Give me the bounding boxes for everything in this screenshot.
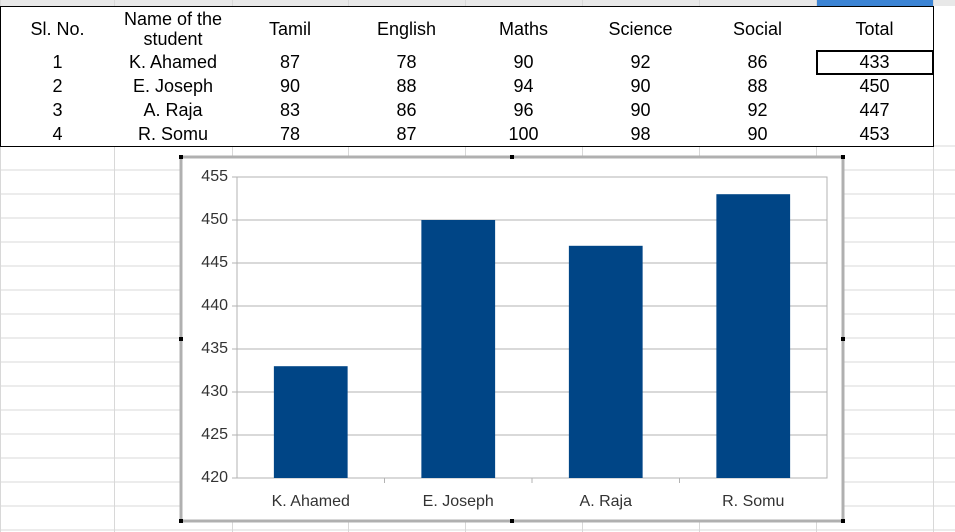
table-cell[interactable]: 92 [582, 50, 700, 75]
header-cell[interactable]: Total [816, 6, 934, 51]
table-cell[interactable]: 1 [0, 50, 115, 75]
header-cell[interactable]: Social [699, 6, 817, 51]
header-cell[interactable]: Name of the student [114, 6, 233, 51]
table-cell[interactable]: 98 [582, 122, 700, 147]
table-cell[interactable]: 100 [465, 122, 583, 147]
header-cell[interactable]: Sl. No. [0, 6, 115, 51]
table-cell[interactable]: R. Somu [114, 122, 233, 147]
table-cell[interactable]: 83 [232, 98, 349, 123]
table-cell[interactable]: 3 [0, 98, 115, 123]
table-cell[interactable]: 433 [816, 50, 934, 75]
table-cell[interactable]: 4 [0, 122, 115, 147]
table-cell[interactable]: 453 [816, 122, 934, 147]
header-cell[interactable]: English [348, 6, 466, 51]
table-cell[interactable]: 90 [465, 50, 583, 75]
header-cell[interactable]: Tamil [232, 6, 349, 51]
table-cell[interactable]: 87 [348, 122, 466, 147]
table-cell[interactable]: 86 [348, 98, 466, 123]
table-cell[interactable]: 86 [699, 50, 817, 75]
table-cell[interactable]: E. Joseph [114, 74, 233, 99]
table-cell[interactable]: K. Ahamed [114, 50, 233, 75]
table-cell[interactable]: A. Raja [114, 98, 233, 123]
selected-column-header [816, 0, 933, 6]
table-cell[interactable]: 90 [699, 122, 817, 147]
table-cell[interactable]: 96 [465, 98, 583, 123]
column-header-strip [0, 0, 955, 6]
table-cell[interactable]: 90 [582, 98, 700, 123]
table-cell[interactable]: 2 [0, 74, 115, 99]
table-cell[interactable]: 87 [232, 50, 349, 75]
table-cell[interactable]: 88 [348, 74, 466, 99]
header-cell[interactable]: Science [582, 6, 700, 51]
table-cell[interactable]: 78 [348, 50, 466, 75]
table-cell[interactable]: 94 [465, 74, 583, 99]
header-cell[interactable]: Maths [465, 6, 583, 51]
table-cell[interactable]: 92 [699, 98, 817, 123]
table-cell[interactable]: 78 [232, 122, 349, 147]
table-cell[interactable]: 450 [816, 74, 934, 99]
table-cell[interactable]: 447 [816, 98, 934, 123]
table-cell[interactable]: 88 [699, 74, 817, 99]
table-cell[interactable]: 90 [582, 74, 700, 99]
table-cell[interactable]: 90 [232, 74, 349, 99]
